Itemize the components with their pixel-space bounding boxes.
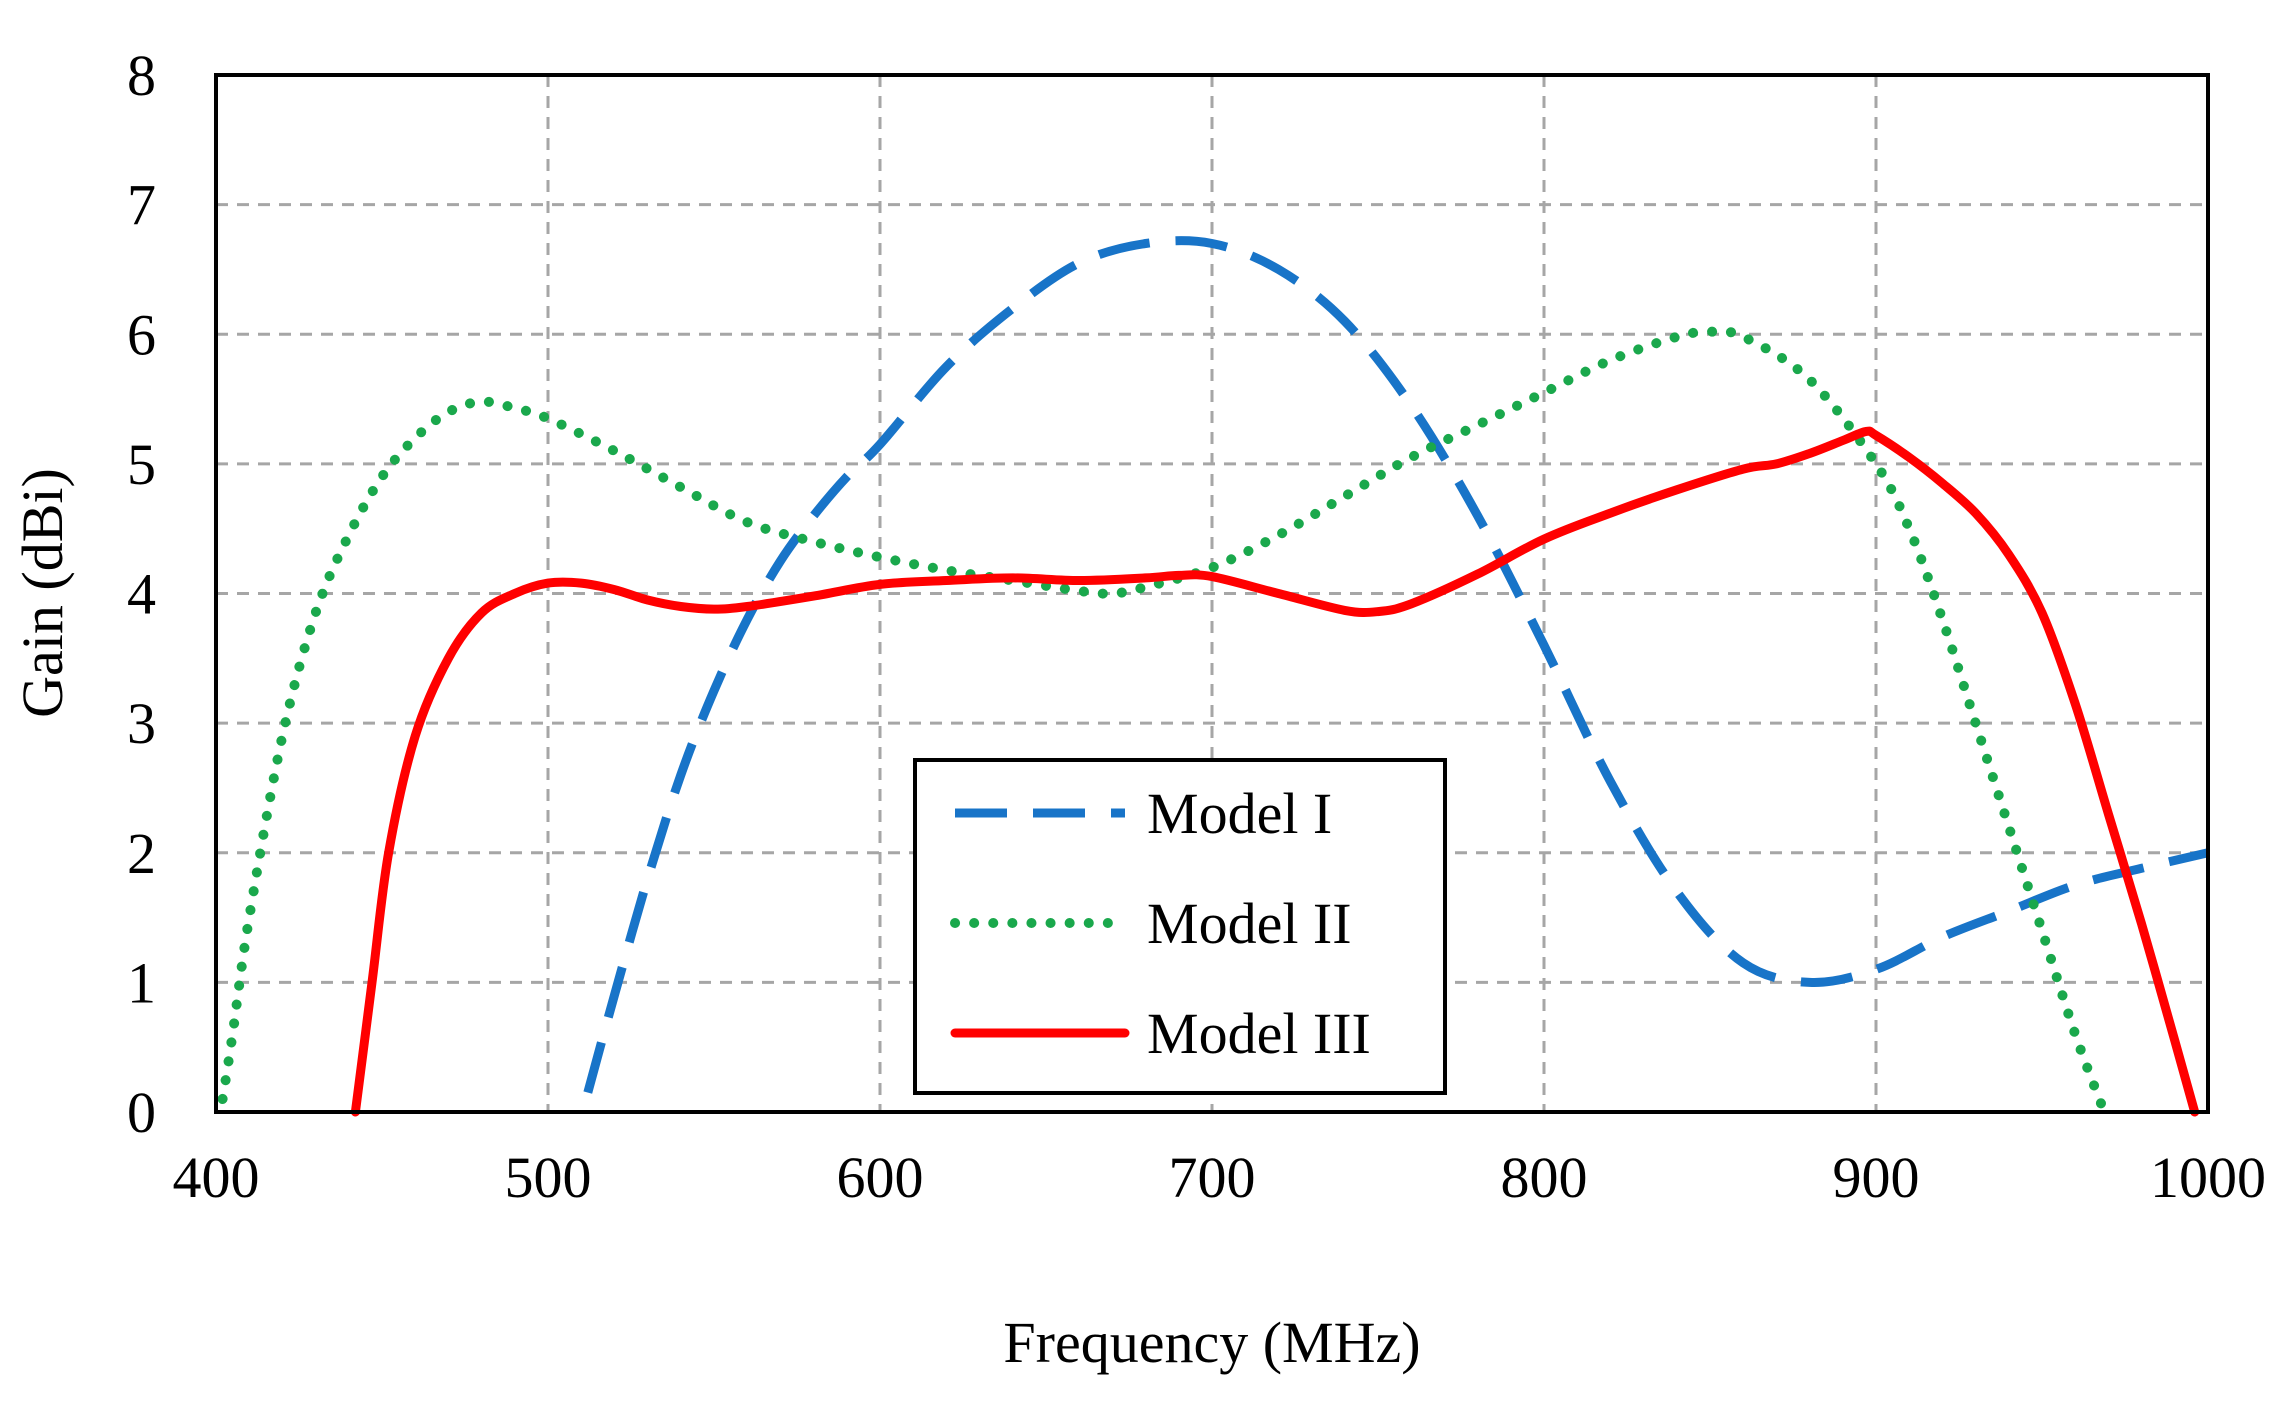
x-tick-label-1000: 1000: [2150, 1145, 2266, 1210]
x-tick-label-400: 400: [173, 1145, 260, 1210]
x-tick-labels: 400 500 600 700 800 900 1000: [173, 1145, 2267, 1210]
y-tick-label-2: 2: [127, 821, 156, 886]
x-tick-label-900: 900: [1833, 1145, 1920, 1210]
legend-label-model-iii: Model III: [1147, 1001, 1371, 1066]
series-line-model-i: [583, 236, 2209, 1094]
y-tick-label-0: 0: [127, 1080, 156, 1145]
x-tick-label-600: 600: [837, 1145, 924, 1210]
series-line-model-iii: [350, 426, 2200, 1117]
x-tick-label-700: 700: [1169, 1145, 1256, 1210]
plot-frame: [214, 73, 2210, 1114]
y-tick-label-6: 6: [127, 302, 156, 367]
y-tick-label-8: 8: [127, 43, 156, 108]
legend-label-model-i: Model I: [1147, 781, 1332, 846]
y-tick-label-1: 1: [127, 950, 156, 1015]
y-tick-label-7: 7: [127, 173, 156, 238]
y-axis-title: Gain (dBi): [10, 468, 75, 718]
y-tick-labels: 0 1 2 3 4 5 6 7 8: [127, 43, 156, 1145]
legend-label-model-ii: Model II: [1147, 891, 1352, 956]
series-layer: [217, 236, 2209, 1117]
y-tick-label-3: 3: [127, 691, 156, 756]
y-tick-label-5: 5: [127, 432, 156, 497]
x-axis-title: Frequency (MHz): [1003, 1310, 1420, 1375]
x-tick-label-800: 800: [1501, 1145, 1588, 1210]
legend: Model I Model II Model III: [913, 758, 1447, 1095]
x-tick-label-500: 500: [505, 1145, 592, 1210]
y-tick-label-4: 4: [127, 562, 156, 627]
